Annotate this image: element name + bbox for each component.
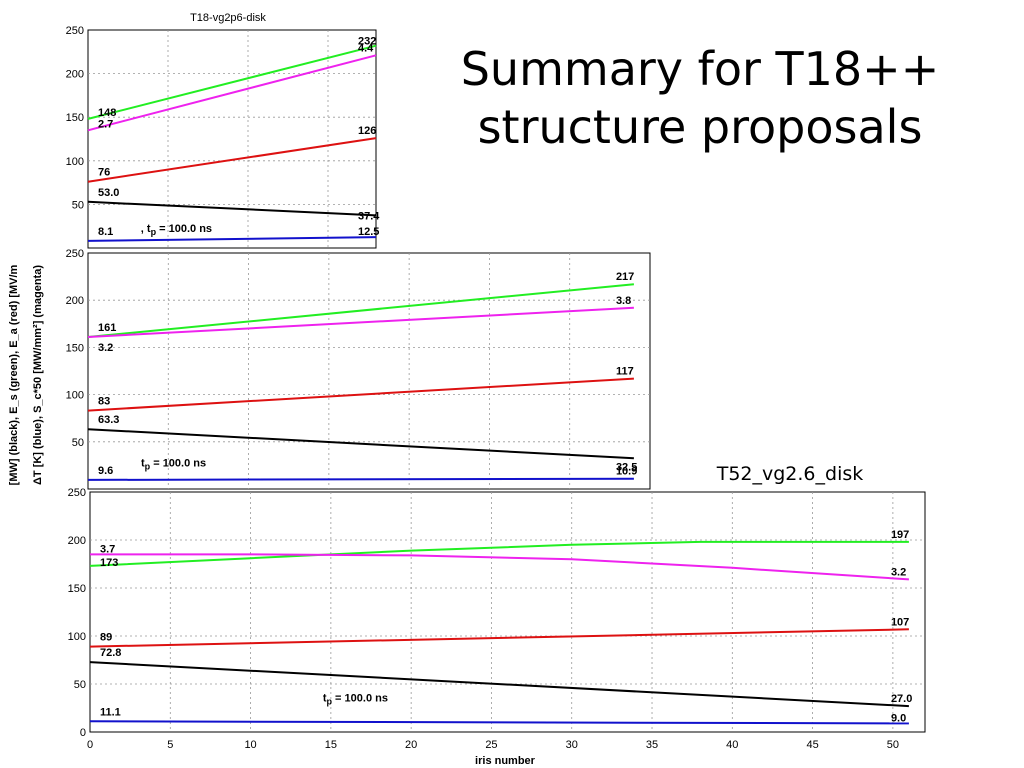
series-start-label-red: 89: [100, 632, 112, 644]
slide-title: Summary for T18++ structure proposals: [430, 40, 970, 156]
series-start-label-blue: 9.6: [98, 465, 113, 477]
series-line-green: [89, 540, 909, 567]
series-start-label-green: 173: [100, 557, 118, 569]
chart-2-frame: [87, 252, 651, 490]
x-tick-label: 45: [806, 739, 818, 751]
series-start-label-red: 76: [98, 167, 110, 179]
y-tick-label: 250: [68, 487, 86, 499]
y-tick-label: 250: [66, 25, 84, 37]
series-start-label-magenta: 3.7: [100, 543, 115, 555]
series-start-label-black: 72.8: [100, 647, 121, 659]
series-line-black: [89, 661, 909, 708]
series-line-black: [87, 200, 377, 217]
chart-3-title: T52_vg2.6_disk: [716, 463, 864, 485]
pulse-length-annotation: , tp = 100.0 ns: [141, 223, 212, 237]
series-start-label-black: 63.3: [98, 414, 119, 426]
y-axis-label: [MW] (black), E_s (green), E_a (red) [MV…: [8, 264, 44, 485]
x-tick-label: 50: [887, 739, 899, 751]
series-line-green: [87, 44, 377, 120]
y-tick-label: 50: [72, 199, 84, 211]
y-tick-label: 150: [66, 112, 84, 124]
y-tick-label: 200: [68, 535, 86, 547]
y-tick-label: 100: [66, 390, 84, 402]
chart-3-t52: T52_vg2.6_disk: [716, 463, 864, 485]
y-tick-label: 0: [80, 727, 86, 739]
y-axis-label-line-1: [MW] (black), E_s (green), E_a (red) [MV…: [8, 264, 20, 485]
series-end-label-black: 37.4: [358, 210, 380, 222]
series-end-label-blue: 9.0: [891, 712, 906, 724]
y-tick-label: 200: [66, 69, 84, 81]
x-tick-label: 35: [646, 739, 658, 751]
series-end-label-magenta: 3.8: [616, 295, 631, 307]
series-end-label-green: 232: [358, 36, 376, 48]
series-start-label-red: 83: [98, 396, 110, 408]
chart-2-plot-area: 50 100 150 200 250 161 217 3.2 3.8 83 117 63.3 32.5 9…: [66, 248, 651, 490]
series-line-blue: [89, 720, 909, 725]
x-tick-label: 25: [485, 739, 497, 751]
series-start-label-magenta: 2.7: [98, 118, 113, 130]
chart-1-plot-area: 50 100 150 200 250 148 232 2.7 4.4 76 126 53.0 37.4 8…: [66, 25, 380, 249]
pulse-length-annotation: tp = 100.0 ns: [323, 692, 388, 706]
series-line-blue: [87, 236, 377, 242]
chart-3-plot-area: 0 50 100 150 200 250 0 5 10 15 20 25 30 35 40 45 50 173 19…: [68, 487, 926, 751]
x-axis-label: iris number: [475, 755, 536, 767]
series-end-label-blue: 12.5: [358, 226, 379, 238]
series-start-label-magenta: 3.2: [98, 342, 113, 354]
x-tick-label: 10: [244, 739, 256, 751]
series-end-label-black: 27.0: [891, 693, 912, 705]
pulse-length-annotation: tp = 100.0 ns: [141, 458, 206, 472]
series-start-label-black: 53.0: [98, 187, 119, 199]
series-line-black: [87, 428, 634, 460]
y-tick-label: 100: [68, 631, 86, 643]
series-end-label-blue: 10.9: [616, 466, 637, 478]
chart-3-frame: [89, 491, 926, 733]
series-end-label-red: 107: [891, 616, 909, 628]
chart-1-frame: [87, 29, 377, 249]
series-line-green: [87, 283, 634, 338]
chart-1-t18: T18-vg2p6-disk: [190, 12, 266, 24]
series-start-label-green: 148: [98, 107, 116, 119]
y-tick-label: 150: [68, 583, 86, 595]
x-tick-label: 30: [566, 739, 578, 751]
series-end-label-red: 117: [616, 366, 634, 378]
series-start-label-blue: 11.1: [100, 706, 121, 718]
y-tick-label: 100: [66, 156, 84, 168]
slide-title-line-2: structure proposals: [477, 100, 923, 154]
y-axis-label-line-2: ΔT [K] (blue), S_c*50 [MW/mm²] (magenta): [32, 265, 44, 485]
series-start-label-blue: 8.1: [98, 226, 113, 238]
y-tick-label: 50: [72, 437, 84, 449]
series-end-label-green: 197: [891, 529, 909, 541]
y-tick-label: 150: [66, 342, 84, 354]
series-end-label-red: 126: [358, 125, 376, 137]
series-line-magenta: [90, 553, 909, 581]
series-line-magenta: [87, 306, 634, 338]
x-tick-label: 0: [87, 739, 93, 751]
x-tick-label: 5: [167, 739, 173, 751]
series-line-red: [87, 137, 377, 183]
x-tick-label: 15: [325, 739, 337, 751]
chart-1-title: T18-vg2p6-disk: [190, 12, 266, 24]
series-start-label-green: 161: [98, 322, 116, 334]
y-tick-label: 200: [66, 295, 84, 307]
y-tick-label: 50: [74, 679, 86, 691]
series-line-blue: [87, 477, 634, 481]
series-end-label-black: 32.5: [616, 461, 637, 473]
series-end-label-green: 217: [616, 271, 634, 283]
slide-title-line-1: Summary for T18++: [460, 42, 940, 96]
series-line-red: [87, 377, 634, 412]
plot-layer: 501001502002501482322.74.47612653.037.48…: [66, 25, 926, 751]
x-tick-label: 20: [405, 739, 417, 751]
x-tick-label: 40: [726, 739, 738, 751]
series-line-magenta: [87, 54, 377, 132]
series-line-red: [89, 628, 909, 648]
series-end-label-magenta: 3.2: [891, 566, 906, 578]
series-end-label-magenta: 4.4: [358, 42, 374, 54]
y-tick-label: 250: [66, 248, 84, 260]
